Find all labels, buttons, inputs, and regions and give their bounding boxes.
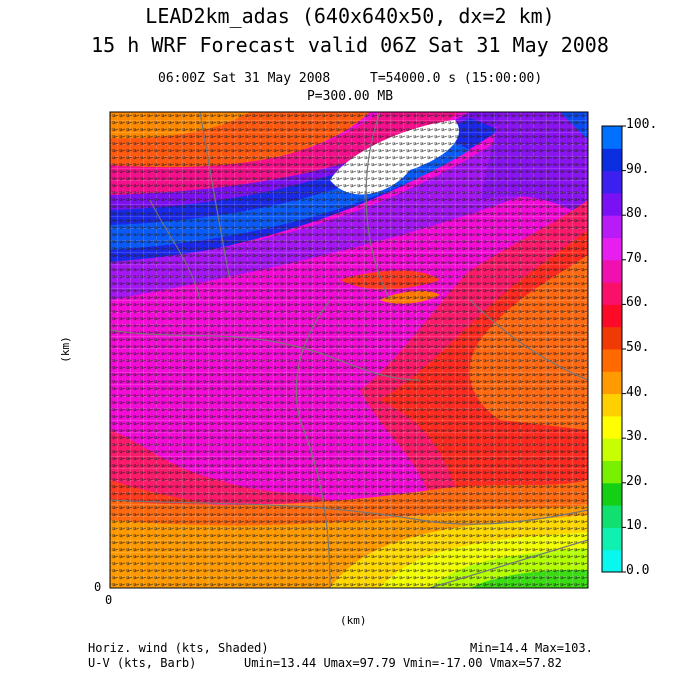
colorbar-swatch [602,349,622,372]
colorbar-label: 40. [626,384,650,400]
footer-shaded-label: Horiz. wind (kts, Shaded) [88,641,269,655]
colorbar-swatch [602,438,622,461]
colorbar-label: 70. [626,250,650,266]
pressure-level: P=300.00 MB [306,89,394,104]
colorbar-label: 80. [626,206,650,222]
footer-min-max: Min=14.4 Max=103. [470,641,593,655]
colorbar-swatch [602,259,622,283]
colorbar-swatch [602,527,622,551]
colorbar-label: 50. [626,340,650,355]
shaded-wind-field [110,112,588,588]
colorbar-swatch [602,237,622,261]
y-axis-label: (km) [58,336,72,363]
colorbar-label: 30. [626,429,650,445]
plot-frame [109,111,589,589]
x-axis-label: (km) [340,614,367,627]
colorbar-label: 10. [626,518,650,534]
x-origin-tick: 0 [105,593,113,607]
colorbar-swatch [602,192,622,216]
colorbar-swatch [602,505,622,528]
colorbar-label: 90. [626,161,650,177]
model-time: T=54000.0 s (15:00:00) [370,71,543,86]
colorbar-swatch [602,304,622,328]
colorbar-swatch [602,371,622,395]
colorbar-label: 60. [626,295,650,311]
colorbar-swatch [602,549,622,573]
colorbar-label: 100. [626,117,658,132]
colorbar-swatch [602,415,622,439]
colorbar-swatch [602,282,622,305]
colorbar-swatch [602,393,622,417]
colorbar-swatch [602,170,622,194]
colorbar-swatch [602,460,622,484]
colorbar-label: 0.0 [626,563,650,578]
y-origin-tick: 0 [94,580,102,594]
colorbar-swatch [602,215,622,238]
colorbar-label: 20. [626,473,650,489]
colorbar-swatch [602,126,622,149]
valid-time: 06:00Z Sat 31 May 2008 [158,71,331,86]
footer-barb-label: U-V (kts, Barb) [88,656,197,670]
colorbar [601,125,623,573]
title-line-1: LEAD2km_adas (640x640x50, dx=2 km) [145,4,555,28]
colorbar-swatch [602,148,622,172]
title-line-2: 15 h WRF Forecast valid 06Z Sat 31 May 2… [91,33,609,57]
colorbar-swatch [602,482,622,506]
colorbar-swatch [602,326,622,350]
footer-uv-range: Umin=13.44 Umax=97.79 Vmin=-17.00 Vmax=5… [244,656,562,670]
